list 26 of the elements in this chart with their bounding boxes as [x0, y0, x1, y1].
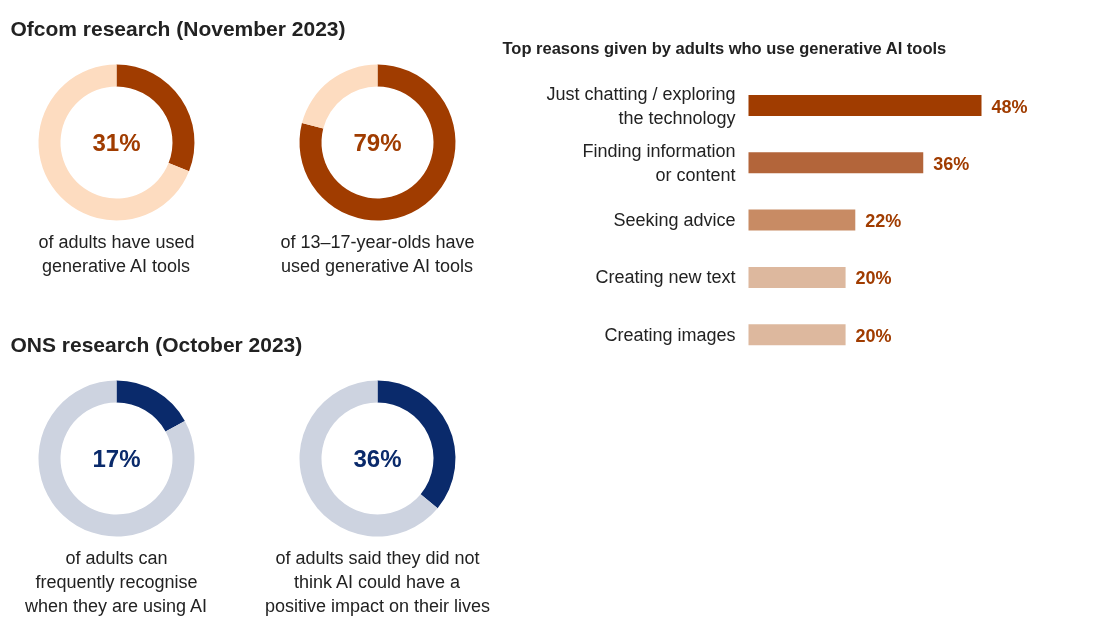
bar: [748, 324, 846, 346]
bar: [748, 266, 846, 288]
data-label: 36%: [353, 445, 402, 472]
y-tick-label: Creating new text: [595, 267, 736, 288]
chart-title: ONS research (October 2023): [10, 333, 303, 356]
bar: [748, 209, 856, 231]
text: of adults have used generative AI tools: [38, 231, 195, 276]
y-tick-label: Finding information or content: [582, 140, 736, 185]
data-label: 31%: [92, 129, 141, 156]
text: of 13–17-year-olds have used generative AI tools: [280, 231, 475, 276]
text: of adults can frequently recognise when they are using AI: [23, 547, 208, 616]
data-label: 17%: [92, 445, 141, 472]
bar: [748, 95, 982, 116]
data-label: 79%: [353, 129, 402, 156]
data-label: 20%: [855, 325, 892, 346]
bar: [748, 152, 924, 174]
chart-title: Top reasons given by adults who use generative AI tools: [502, 38, 947, 57]
data-label: 36%: [933, 153, 970, 174]
data-label: 48%: [991, 96, 1028, 117]
data-label: 20%: [855, 268, 892, 289]
chart-title: Ofcom research (November 2023): [10, 17, 346, 40]
text: of adults said they did not think AI could have a positive impact on their lives: [264, 547, 491, 616]
y-tick-label: Seeking advice: [613, 210, 736, 231]
y-tick-label: Creating images: [604, 324, 736, 345]
y-tick-label: Just chatting / exploring the technology: [546, 83, 736, 128]
data-label: 22%: [865, 211, 902, 232]
